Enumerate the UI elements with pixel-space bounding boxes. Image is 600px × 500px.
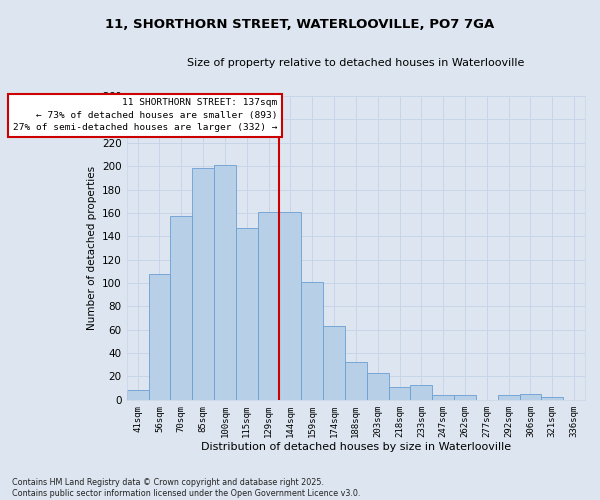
Bar [214,165,236,400]
Bar [432,395,454,400]
Bar [389,387,410,400]
Bar [170,216,192,400]
Bar [127,390,149,400]
Bar [301,282,323,400]
Bar [367,373,389,400]
Title: Size of property relative to detached houses in Waterlooville: Size of property relative to detached ho… [187,58,524,68]
X-axis label: Distribution of detached houses by size in Waterlooville: Distribution of detached houses by size … [201,442,511,452]
Text: 11 SHORTHORN STREET: 137sqm
← 73% of detached houses are smaller (893)
27% of se: 11 SHORTHORN STREET: 137sqm ← 73% of det… [13,98,277,132]
Bar [280,212,301,400]
Bar [541,398,563,400]
Bar [149,274,170,400]
Bar [410,384,432,400]
Text: 11, SHORTHORN STREET, WATERLOOVILLE, PO7 7GA: 11, SHORTHORN STREET, WATERLOOVILLE, PO7… [106,18,494,30]
Bar [257,212,280,400]
Bar [192,168,214,400]
Bar [345,362,367,400]
Bar [454,395,476,400]
Bar [498,395,520,400]
Text: Contains HM Land Registry data © Crown copyright and database right 2025.
Contai: Contains HM Land Registry data © Crown c… [12,478,361,498]
Bar [236,228,257,400]
Y-axis label: Number of detached properties: Number of detached properties [86,166,97,330]
Bar [520,394,541,400]
Bar [323,326,345,400]
